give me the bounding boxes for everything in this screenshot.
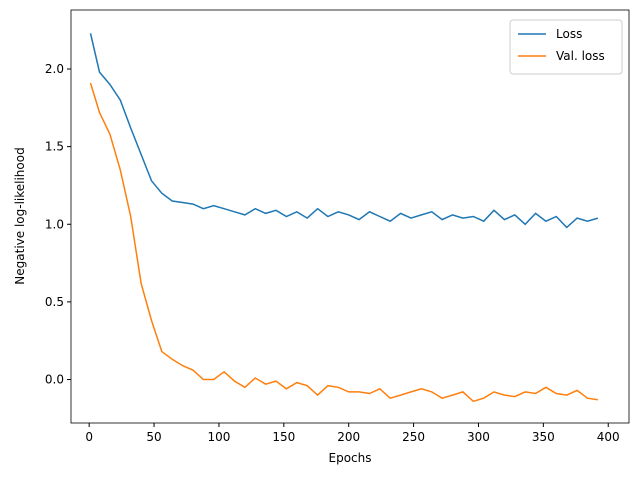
- plot-frame: [70, 9, 630, 424]
- y-tick-label: 1.5: [45, 140, 64, 154]
- y-tick-label: 2.0: [45, 62, 64, 76]
- x-tick-label: 150: [272, 430, 295, 444]
- y-tick-label: 0.5: [45, 295, 64, 309]
- x-tick-label: 0: [85, 430, 93, 444]
- y-axis-label: Negative log-likelihood: [13, 147, 27, 284]
- x-tick-label: 250: [402, 430, 425, 444]
- x-tick-label: 200: [337, 430, 360, 444]
- x-axis-label: Epochs: [329, 451, 372, 465]
- line: [89, 33, 599, 229]
- legend-label: Val. loss: [556, 49, 605, 63]
- legend-label: Loss: [556, 27, 582, 41]
- y-tick-label: 1.0: [45, 217, 64, 231]
- x-tick-label: 100: [207, 430, 230, 444]
- x-tick-label: 400: [597, 430, 620, 444]
- x-tick-label: 350: [532, 430, 555, 444]
- x-tick-label: 300: [467, 430, 490, 444]
- line: [89, 82, 599, 403]
- y-tick-label: 0.0: [45, 373, 64, 387]
- x-tick-label: 50: [146, 430, 161, 444]
